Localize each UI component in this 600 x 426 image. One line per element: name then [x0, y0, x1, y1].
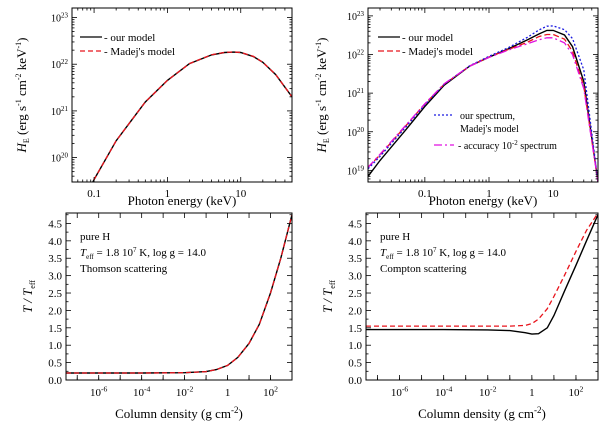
legend-entry: - Madej's model [104, 46, 175, 58]
series-group [66, 214, 292, 374]
annotation-line: pure H [380, 231, 410, 243]
y-tick-label: 1021 [347, 87, 365, 100]
y-tick-label: 0.0 [348, 375, 362, 387]
legend: - our model - Madej's model [80, 32, 175, 58]
y-tick-label: 4.5 [348, 218, 362, 230]
panel-1: 0.1 1 10 1020 1021 1022 1023 Photon energy (keV… [14, 7, 293, 208]
y-tick-label: 1020 [347, 126, 365, 139]
y-tick-label: 3.5 [48, 253, 62, 265]
x-tick-label: 10-4 [435, 385, 453, 399]
y-tick-label: 2.5 [48, 288, 62, 300]
x-tick-label: 10-2 [479, 385, 497, 399]
x-axis-label: Column density (g cm-2) [418, 405, 546, 421]
y-tick-label: 2.0 [48, 305, 62, 317]
annotation-line: Compton scattering [380, 263, 467, 275]
y-tick-label: 0.5 [348, 358, 362, 370]
plot-frame [65, 212, 293, 381]
x-tick-label: 10-6 [90, 385, 108, 399]
y-tick-label: 3.0 [48, 271, 62, 283]
series-line-1 [366, 214, 598, 335]
y-tick-label: 1.0 [48, 340, 62, 352]
y-tick-label: 0.0 [48, 375, 62, 387]
y-tick-label: 1020 [51, 152, 69, 165]
y-axis-label: HE (erg s-1 cm-2 keV-1) [14, 38, 31, 154]
panel-2: 0.1 1 10 1019 1020 1021 1022 1023 Photon energy … [314, 7, 599, 208]
y-tick-label: 2.5 [348, 288, 362, 300]
series-line-2 [92, 51, 292, 182]
series-group [368, 25, 598, 182]
x-tick-label: 102 [263, 385, 278, 399]
plot-frame [71, 7, 293, 183]
series-line-2 [368, 33, 598, 182]
y-ticks [66, 214, 292, 381]
panel-3: 10-6 10-4 10-2 1 102 0.0 0.5 1.0 1.5 2.0 2.5 3.0 3.5… [20, 212, 293, 421]
y-tick-label: 1021 [51, 105, 69, 118]
y-tick-label: 1022 [347, 49, 365, 62]
y-tick-label: 4.0 [348, 236, 362, 248]
y-axis-label: HE (erg s-1 cm-2 keV-1) [314, 38, 331, 154]
x-tick-label: 10-2 [176, 385, 194, 399]
y-tick-label: 1.5 [48, 323, 62, 335]
annotation-line: pure H [80, 231, 110, 243]
y-tick-label: 2.0 [348, 305, 362, 317]
y-ticks [366, 214, 598, 381]
x-tick-label: 10-6 [391, 385, 409, 399]
x-tick-label: 1 [486, 188, 492, 200]
x-tick-label: 10-4 [133, 385, 151, 399]
y-tick-label: 1023 [347, 10, 365, 23]
annotation: pure H Teff = 1.8 107 K, log g = 14.0 Comp… [380, 231, 506, 275]
legend: - our model - Madej's model [378, 32, 473, 58]
plot-frame [365, 212, 599, 381]
x-axis-label: Photon energy (keV) [429, 193, 538, 208]
x-tick-label: 10 [548, 188, 560, 200]
legend-entry: our spectrum, [460, 111, 515, 122]
y-axis-label: T / Teff [320, 280, 337, 313]
x-tick-label: 1 [225, 387, 231, 399]
x-axis-label: Photon energy (keV) [128, 193, 237, 208]
y-tick-label: 1019 [347, 164, 365, 177]
y-tick-label: 1.5 [348, 323, 362, 335]
y-axis-label: T / Teff [20, 280, 37, 313]
x-ticks [76, 213, 293, 380]
y-tick-label: 1022 [51, 58, 69, 71]
y-tick-label: 1.0 [348, 340, 362, 352]
annotation-line: Teff = 1.8 107 K, log g = 14.0 [80, 246, 206, 261]
x-tick-label: 102 [569, 385, 584, 399]
annotation: pure H Teff = 1.8 107 K, log g = 14.0 Thom… [80, 231, 206, 275]
panel-4: 10-6 10-4 10-2 1 102 0.0 0.5 1.0 1.5 2.0 2.5 3.0 3.5… [320, 212, 599, 421]
x-tick-label: 1 [165, 188, 171, 200]
y-ticks [72, 17, 292, 183]
series-line-3 [368, 25, 598, 182]
x-ticks [379, 8, 599, 182]
x-tick-label: 0.1 [87, 188, 101, 200]
x-tick-label: 0.1 [418, 188, 432, 200]
series-line-2 [66, 214, 292, 374]
annotation-line: Teff = 1.8 107 K, log g = 14.0 [380, 246, 506, 261]
y-tick-label: 3.5 [348, 253, 362, 265]
y-tick-label: 4.5 [48, 218, 62, 230]
legend-entry: - accuracy 10-2 spectrum [458, 139, 557, 152]
x-ticks [71, 8, 293, 182]
legend-secondary: our spectrum, Madej's model - accuracy 10-… [434, 111, 557, 152]
series-group [366, 213, 598, 335]
x-tick-label: 1 [529, 387, 535, 399]
series-line-2 [366, 213, 598, 327]
series-group [92, 51, 292, 182]
legend-entry: - our model [104, 32, 155, 44]
annotation-line: Thomson scattering [80, 263, 168, 275]
x-axis-label: Column density (g cm-2) [115, 405, 243, 421]
series-line-4 [368, 37, 598, 182]
legend-entry: - our model [402, 32, 453, 44]
y-tick-label: 3.0 [348, 271, 362, 283]
series-line-1 [368, 29, 598, 182]
y-ticks [368, 15, 598, 183]
legend-entry: Madej's model [460, 124, 519, 135]
y-tick-label: 4.0 [48, 236, 62, 248]
y-tick-label: 0.5 [48, 358, 62, 370]
legend-entry: - Madej's model [402, 46, 473, 58]
x-ticks [377, 213, 599, 380]
x-tick-label: 10 [235, 188, 247, 200]
y-tick-label: 1023 [51, 12, 69, 25]
